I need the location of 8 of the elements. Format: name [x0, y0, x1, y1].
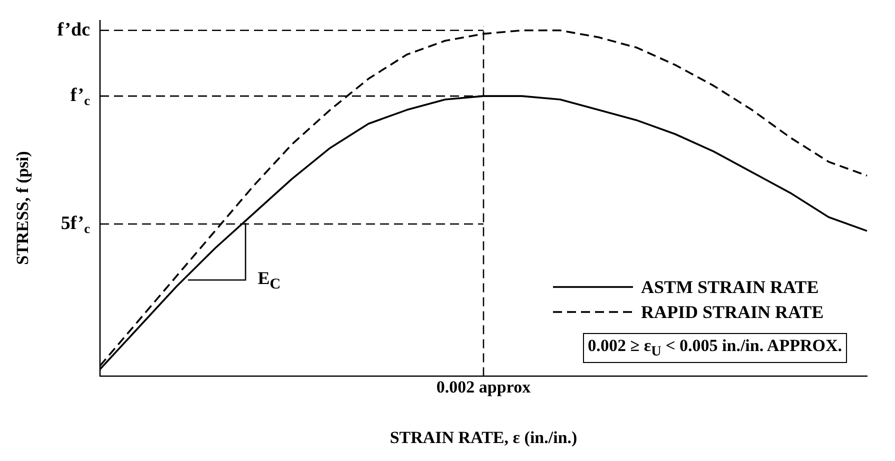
text: 0.002 approx [436, 378, 532, 397]
y-axis-title: STRESS, f (psi) [13, 151, 33, 265]
annotation: 0.002 ≥ ε$_{U}$ < 0.005 in./in. APPROX. [582, 332, 847, 363]
legend-label: ASTM STRAIN RATE [641, 276, 820, 298]
legend-label: RAPID STRAIN RATE [641, 302, 825, 323]
annotation: E$_{C}$ [258, 268, 281, 294]
x-axis-title: STRAIN RATE, ε (in./in.) [390, 428, 578, 448]
ref-line-label: f’dc [57, 19, 90, 40]
